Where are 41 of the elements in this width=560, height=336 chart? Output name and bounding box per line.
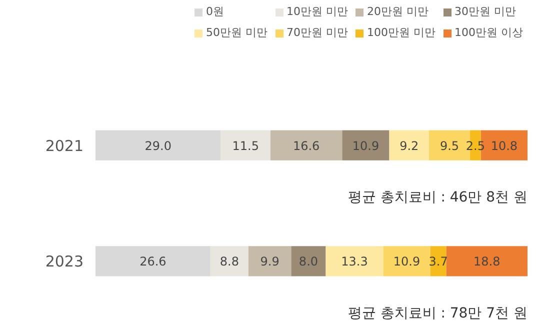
data-label: 9.5	[440, 138, 460, 153]
bar	[326, 246, 384, 276]
data-label: 13.3	[341, 254, 368, 269]
bar	[342, 130, 390, 160]
bar	[446, 246, 528, 276]
data-label: 9.9	[260, 254, 280, 269]
y-tick-label: 2023	[45, 252, 84, 271]
data-label: 26.6	[140, 254, 166, 269]
data-label: 10.9	[393, 254, 420, 269]
y-tick-label: 2021	[45, 136, 84, 155]
bar	[96, 130, 221, 160]
legend-label: 10만원 미만	[286, 4, 348, 19]
bar	[220, 130, 270, 160]
data-label: 9.2	[400, 138, 419, 153]
legend-label: 100만원 이상	[454, 25, 523, 40]
data-label: 18.8	[474, 254, 500, 269]
bar	[291, 246, 326, 276]
legend-label: 20만원 미만	[367, 4, 428, 19]
data-label: 8.0	[298, 254, 318, 269]
data-label: 11.5	[232, 138, 259, 153]
bar	[270, 130, 342, 160]
legend-label: 50만원 미만	[206, 25, 268, 40]
annotation: 평균 총치료비 : 78만 7천 원	[348, 305, 528, 322]
annotation: 평균 총치료비 : 46만 8천 원	[348, 189, 528, 206]
bar	[210, 246, 248, 276]
bar	[96, 246, 210, 276]
data-label: 10.8	[490, 138, 518, 153]
legend-label: 0원	[206, 4, 225, 19]
data-label: 10.9	[352, 138, 380, 153]
data-label: 8.8	[220, 254, 239, 269]
legend-label: 30만원 미만	[454, 4, 516, 19]
data-label: 29.0	[144, 138, 172, 153]
legend-label: 70만원 미만	[286, 25, 348, 40]
bar	[383, 246, 430, 276]
data-label: 16.6	[292, 138, 320, 153]
data-label: 3.7	[428, 254, 448, 269]
legend-label: 100만원 미만	[367, 25, 436, 40]
bar	[248, 246, 292, 276]
data-label: 2.5	[466, 138, 485, 153]
bar	[430, 246, 446, 276]
bar	[389, 130, 430, 160]
